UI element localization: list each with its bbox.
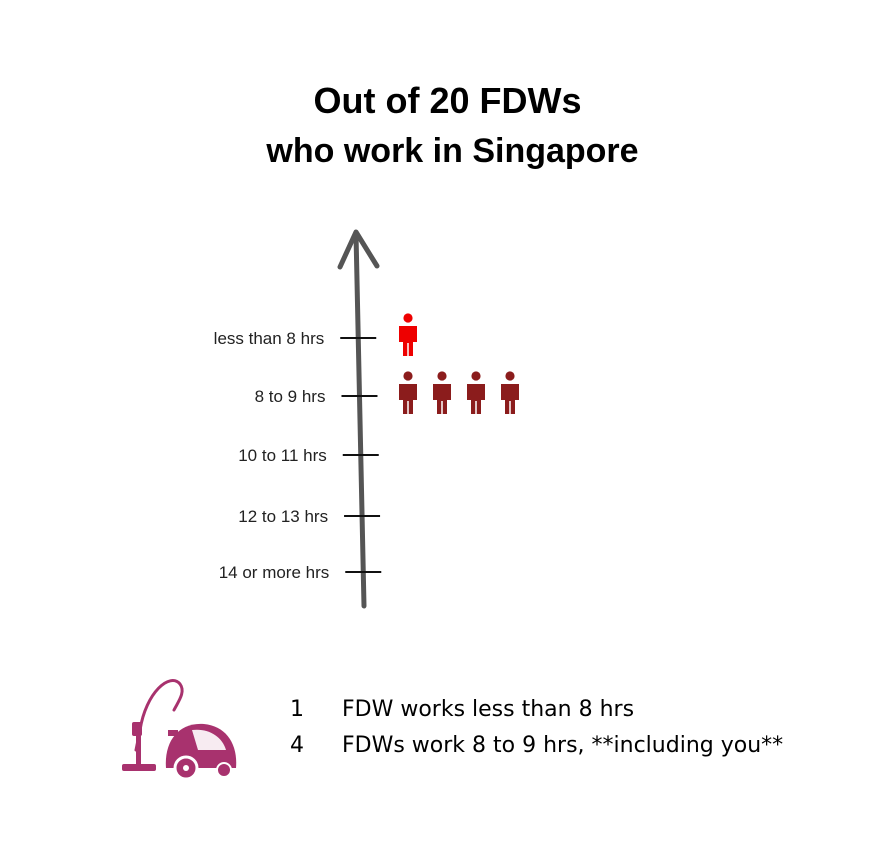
chart-title-text-1: Out of 20 FDWs (313, 80, 582, 121)
person-icon (467, 371, 485, 414)
person-icon (433, 371, 451, 414)
person-icon (399, 313, 417, 356)
summary-count: 4 (290, 733, 304, 758)
tick-label: 8 to 9 hrs (255, 387, 326, 406)
tick-label: 12 to 13 hrs (238, 507, 328, 526)
summary-row: 4 FDWs work 8 to 9 hrs, **including you** (290, 728, 783, 764)
summary-list: 1 FDW works less than 8 hrs 4 FDWs work 8 … (290, 692, 783, 764)
summary-text: FDW works less than 8 hrs (342, 697, 635, 722)
tick-label: 14 or more hrs (219, 563, 330, 582)
tick-label: less than 8 hrs (214, 329, 325, 348)
summary-text: FDWs work 8 to 9 hrs, **including you** (342, 733, 784, 758)
summary-row: 1 FDW works less than 8 hrs (290, 692, 783, 728)
axis (337, 229, 380, 609)
chart-title-line-2: who work in Singapore (0, 132, 895, 171)
person-icons (399, 313, 519, 414)
person-icon (399, 371, 417, 414)
person-icon (501, 371, 519, 414)
y-axis-line (353, 231, 367, 609)
vacuum-cleaner-icon (118, 672, 243, 787)
y-axis-arrowhead (337, 229, 380, 270)
chart-title-line-1: Out of 20 FDWs (0, 80, 895, 122)
axis-ticks: less than 8 hrs 8 to 9 hrs 10 to 11 hrs 12 … (214, 329, 382, 582)
tick-label: 10 to 11 hrs (238, 446, 327, 465)
summary-count: 1 (290, 697, 304, 722)
chart-title-text-2: who work in Singapore (266, 132, 639, 170)
